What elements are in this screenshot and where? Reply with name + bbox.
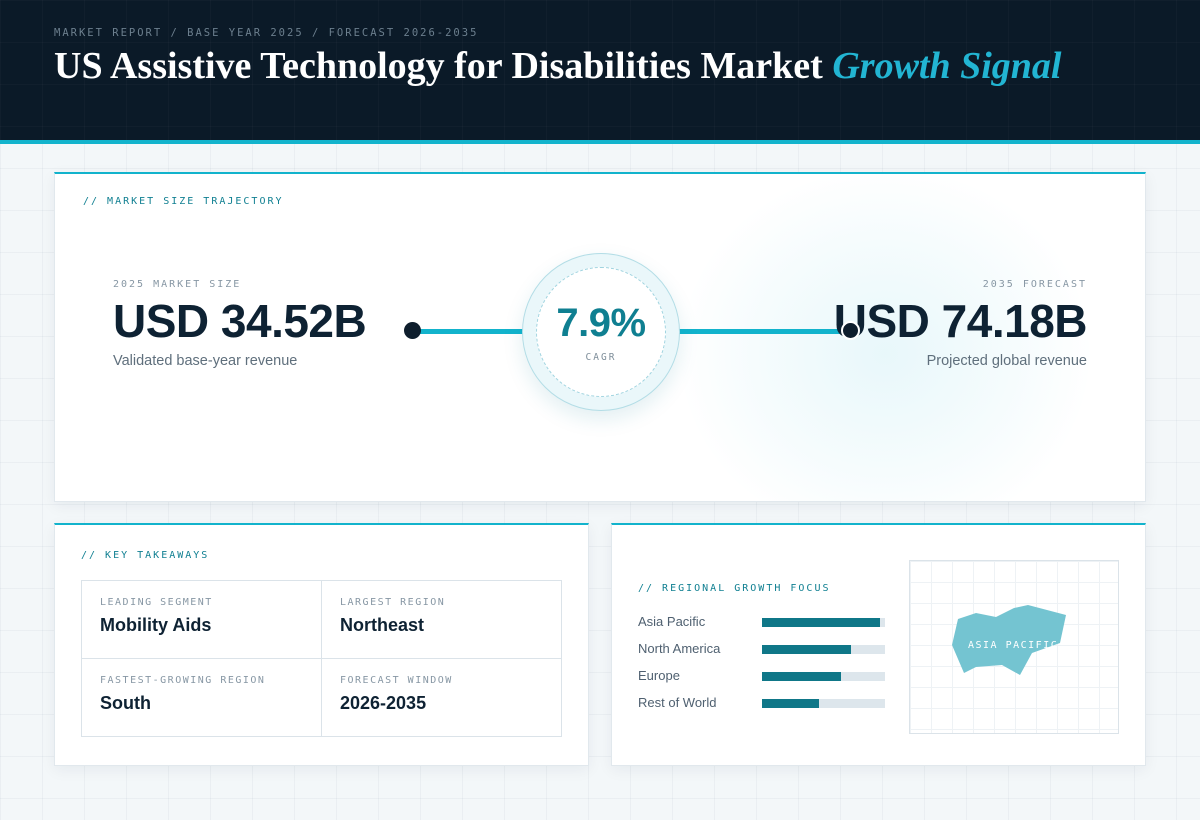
bar-row: Europe: [638, 668, 888, 684]
bar-fill: [762, 699, 819, 708]
trajectory-line-right: [665, 329, 851, 334]
map-region-label: ASIA PACIFIC: [968, 640, 1059, 651]
bar-row: Rest of World: [638, 695, 888, 711]
key-takeaways-card: // KEY TAKEAWAYS LEADING SEGMENT Mobilit…: [54, 523, 589, 766]
bar-fill: [762, 645, 851, 654]
takeaway-label: LEADING SEGMENT: [100, 597, 213, 608]
report-header: MARKET REPORT / BASE YEAR 2025 / FORECAS…: [0, 0, 1200, 140]
takeaway-value: Mobility Aids: [100, 615, 212, 635]
start-point-dot: [404, 322, 421, 339]
asia-pacific-region-shape: [952, 605, 1066, 675]
cagr-badge: 7.9% CAGR: [522, 253, 680, 411]
takeaway-label: FORECAST WINDOW: [340, 675, 453, 686]
start-market-size-value: USD 34.52B: [113, 295, 367, 347]
end-forecast-note: Projected global revenue: [926, 353, 1087, 369]
bar-fill: [762, 672, 841, 681]
bar-category-label: Asia Pacific: [638, 614, 706, 629]
bar-category-label: Europe: [638, 668, 680, 683]
takeaway-forecast-window: FORECAST WINDOW 2026-2035: [322, 659, 562, 737]
regional-growth-card: // REGIONAL GROWTH FOCUS Asia Pacific Nor…: [611, 523, 1146, 766]
takeaway-fastest-growing-region: FASTEST-GROWING REGION South: [82, 659, 322, 737]
title-main: US Assistive Technology for Disabilities…: [54, 45, 823, 87]
bar-fill: [762, 618, 880, 627]
bar-track: [762, 645, 885, 654]
cagr-badge-inner: 7.9% CAGR: [536, 267, 666, 397]
takeaway-largest-region: LARGEST REGION Northeast: [322, 581, 562, 659]
bar-track: [762, 672, 885, 681]
takeaways-section-label: // KEY TAKEAWAYS: [81, 550, 210, 561]
trajectory-section-label: // MARKET SIZE TRAJECTORY: [83, 196, 284, 207]
start-market-size-label: 2025 MARKET SIZE: [113, 279, 242, 290]
end-forecast-label: 2035 FORECAST: [982, 279, 1087, 290]
takeaway-label: FASTEST-GROWING REGION: [100, 675, 266, 686]
bar-row: North America: [638, 641, 888, 657]
takeaway-value: 2026-2035: [340, 693, 427, 713]
page-title: US Assistive Technology for Disabilities…: [54, 44, 1062, 88]
market-size-trajectory-card: // MARKET SIZE TRAJECTORY 2025 MARKET SI…: [54, 172, 1146, 502]
background-glow: [675, 174, 1095, 501]
trajectory-line-left: [415, 329, 535, 334]
takeaway-value: South: [100, 693, 151, 713]
regional-section-label: // REGIONAL GROWTH FOCUS: [638, 583, 831, 594]
takeaway-label: LARGEST REGION: [340, 597, 446, 608]
asia-pacific-map-icon: [952, 605, 1066, 675]
bar-row: Asia Pacific: [638, 614, 888, 630]
header-accent-stripe: [0, 140, 1200, 144]
report-eyebrow: MARKET REPORT / BASE YEAR 2025 / FORECAS…: [54, 27, 479, 39]
cagr-value: 7.9%: [556, 301, 646, 345]
cagr-label: CAGR: [585, 352, 617, 363]
title-accent: Growth Signal: [832, 45, 1062, 87]
region-map: ASIA PACIFIC: [909, 560, 1119, 734]
takeaway-leading-segment: LEADING SEGMENT Mobility Aids: [82, 581, 322, 659]
start-market-size-note: Validated base-year revenue: [113, 353, 298, 369]
end-forecast-value: USD 74.18B: [833, 295, 1088, 347]
bar-category-label: North America: [638, 641, 721, 656]
bar-track: [762, 618, 885, 627]
bar-category-label: Rest of World: [638, 695, 717, 710]
end-point-dot: [841, 321, 860, 340]
takeaway-value: Northeast: [340, 615, 425, 635]
bar-track: [762, 699, 885, 708]
takeaways-grid: LEADING SEGMENT Mobility Aids LARGEST RE…: [81, 580, 562, 737]
